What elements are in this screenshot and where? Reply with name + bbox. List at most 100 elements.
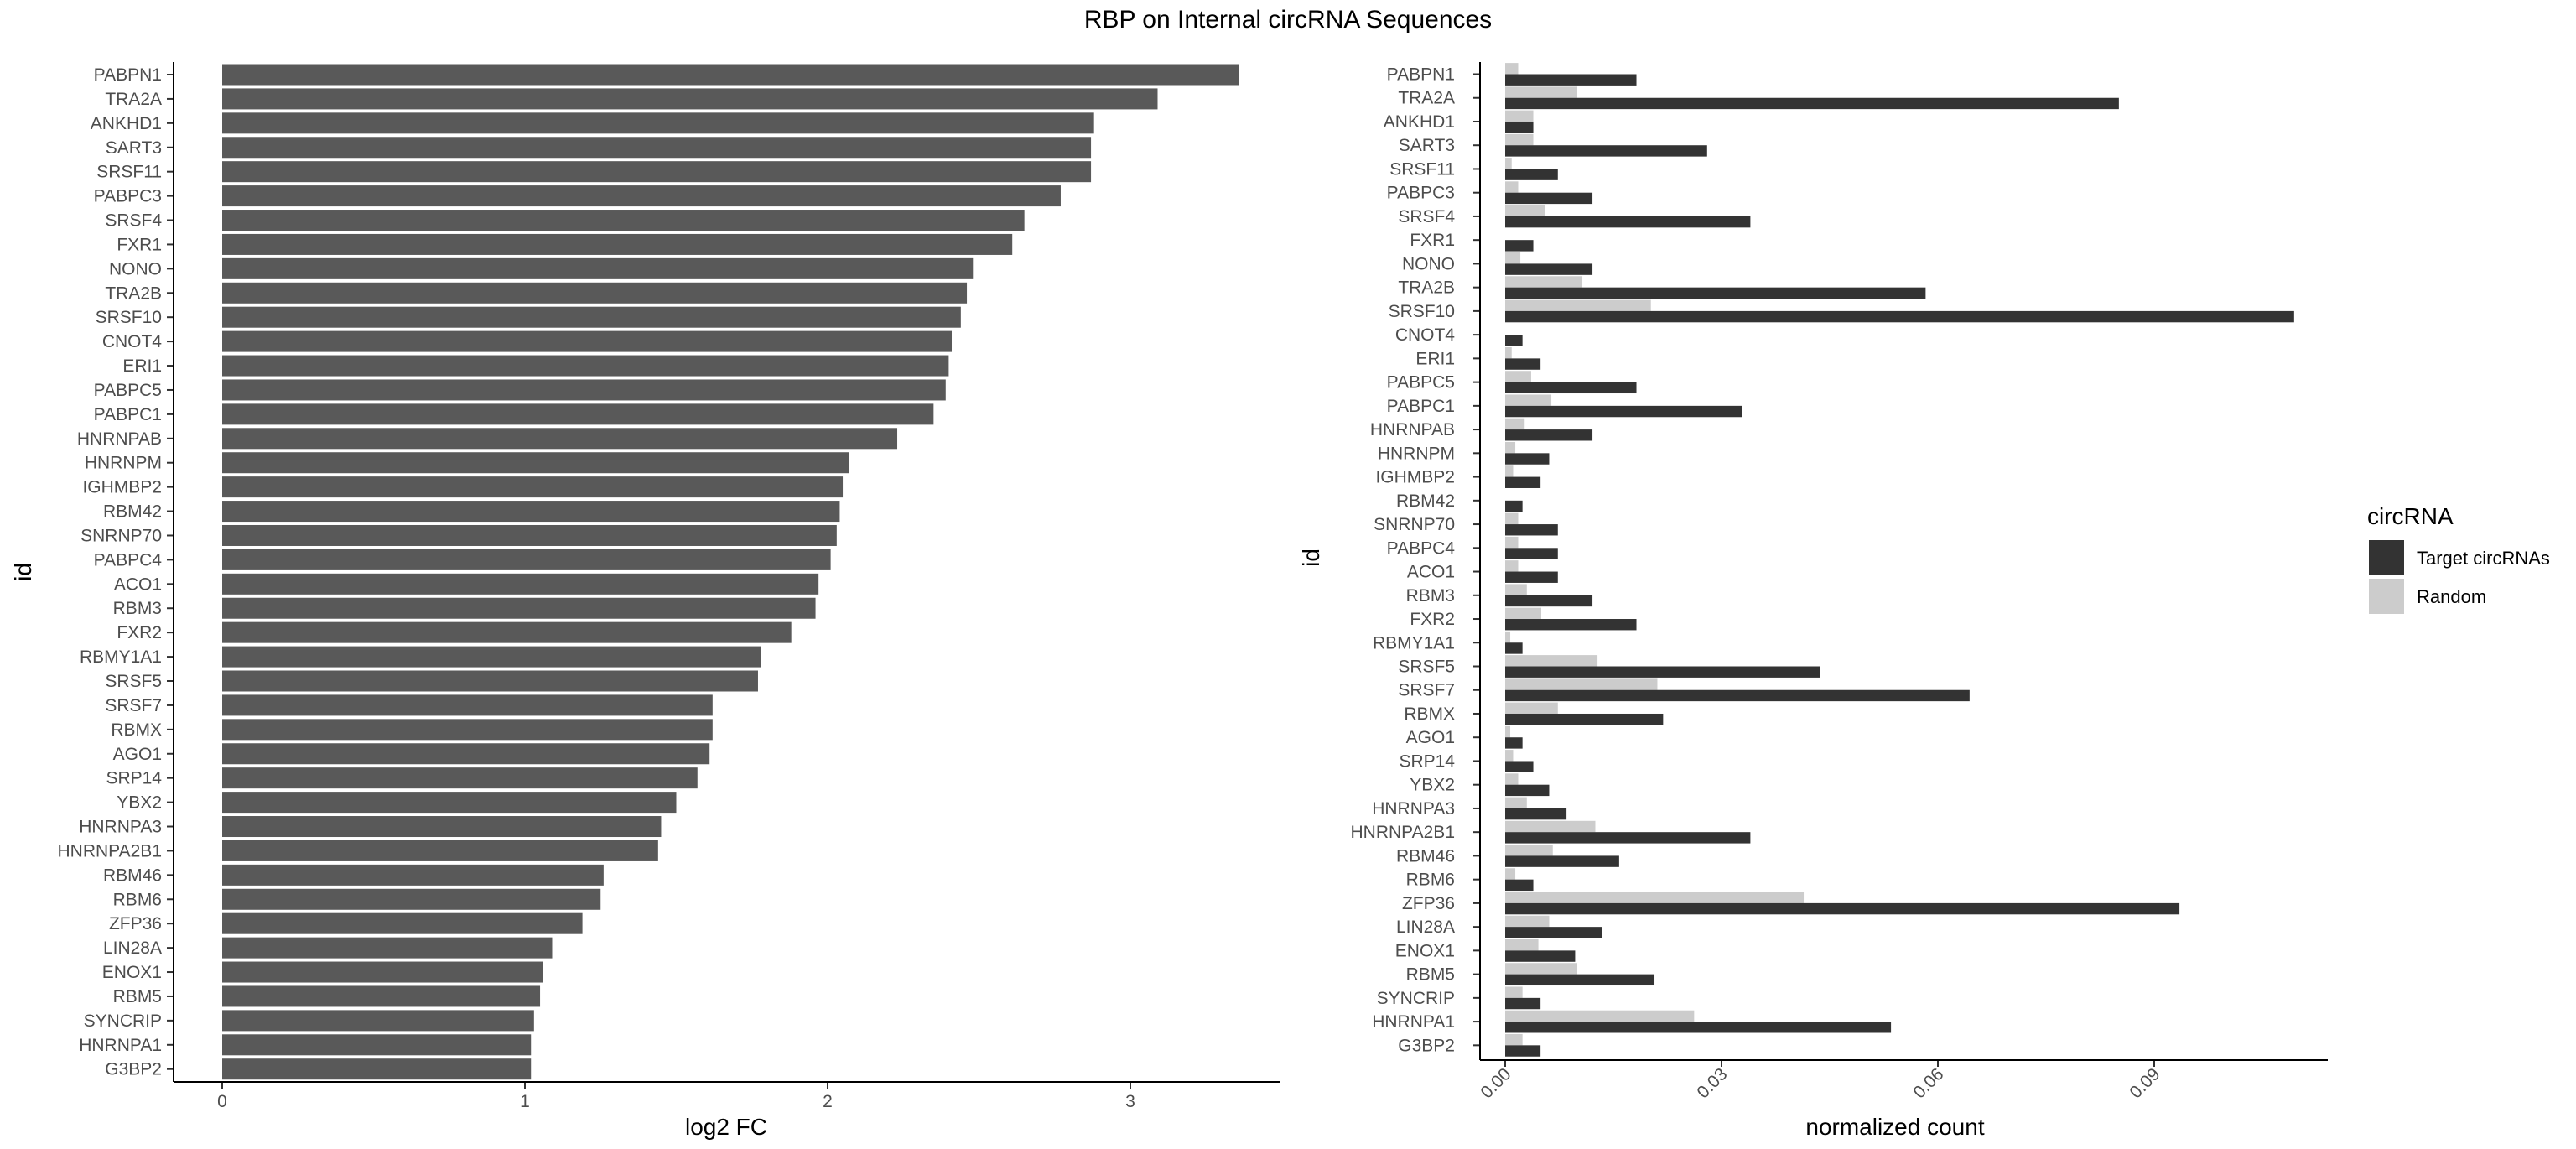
normalized-count-x-tick-label: 0.06 — [1909, 1064, 1947, 1102]
normalized-count-y-tick-label: SYNCRIP — [1377, 989, 1455, 1008]
logfc-y-tick-label: YBX2 — [117, 793, 162, 813]
bar-random-nono — [1505, 252, 1521, 264]
logfc-y-tick-label: AGO1 — [113, 745, 162, 764]
logfc-bar-cnot4 — [222, 330, 953, 352]
bar-target-circrnas-cnot4 — [1505, 335, 1523, 346]
normalized-count-y-tick-label: PABPC1 — [1387, 397, 1455, 416]
logfc-bar-hnrnpa2b1 — [222, 840, 658, 861]
logfc-bar-aco1 — [222, 573, 819, 595]
logfc-bar-tra2b — [222, 282, 968, 304]
bar-target-circrnas-ankhd1 — [1505, 121, 1534, 133]
logfc-y-tick-label: SRSF4 — [105, 211, 162, 231]
logfc-bars — [222, 64, 1239, 1080]
normalized-count-y-tick-label: RBM3 — [1406, 586, 1455, 606]
logfc-y-tick-label: TRA2B — [105, 283, 162, 303]
logfc-y-tick-label: SRP14 — [106, 769, 162, 788]
logfc-y-axis-title: id — [10, 563, 36, 581]
normalized-count-y-tick-label: NONO — [1402, 254, 1455, 273]
logfc-bar-pabpc5 — [222, 379, 946, 401]
bar-target-circrnas-srsf5 — [1505, 666, 1820, 678]
normalized-count-y-tick-label: HNRNPA2B1 — [1351, 823, 1455, 842]
logfc-bar-srsf4 — [222, 210, 1025, 231]
bar-random-g3bp2 — [1505, 1033, 1523, 1046]
logfc-x-tick-label: 3 — [1125, 1092, 1135, 1111]
bar-target-circrnas-tra2b — [1505, 287, 1926, 299]
bar-random-rbm3 — [1505, 584, 1527, 595]
logfc-y-tick-label: PABPN1 — [94, 65, 162, 85]
normalized-count-y-tick-label: SRSF5 — [1398, 658, 1455, 677]
bar-target-circrnas-snrnp70 — [1505, 524, 1558, 536]
normalized-count-y-tick-label: G3BP2 — [1398, 1036, 1455, 1055]
logfc-bar-srsf5 — [222, 670, 758, 692]
normalized-count-y-tick-label: IGHMBP2 — [1375, 468, 1455, 487]
bar-target-circrnas-lin28a — [1505, 927, 1602, 938]
bar-target-circrnas-nono — [1505, 263, 1593, 275]
logfc-y-tick-label: PABPC4 — [94, 550, 163, 569]
bar-random-rbmy1a1 — [1505, 631, 1511, 643]
bar-target-circrnas-ighmbp2 — [1505, 476, 1541, 488]
normalized-count-y-tick-label: ANKHD1 — [1384, 112, 1455, 132]
normalized-count-y-tick-labels: PABPN1 TRA2A ANKHD1 SART3 SRSF11 PABPC3 SRSF4 F… — [1351, 65, 1480, 1055]
logfc-bar-snrnp70 — [222, 524, 837, 546]
normalized-count-bar-chart: PABPN1 TRA2A ANKHD1 SART3 SRSF11 PABPC3 SRSF4 F… — [1298, 62, 2328, 1140]
normalized-count-y-tick-label: FXR1 — [1410, 231, 1455, 250]
logfc-bar-hnrnpa1 — [222, 1034, 532, 1056]
bar-target-circrnas-pabpc1 — [1505, 405, 1742, 418]
logfc-y-tick-label: PABPC5 — [94, 381, 162, 400]
logfc-bar-rbmx — [222, 719, 713, 741]
bar-target-circrnas-enox1 — [1505, 950, 1576, 962]
logfc-y-tick-label: ANKHD1 — [91, 114, 162, 133]
normalized-count-x-ticks: 0.00 0.03 0.06 0.09 — [1477, 1060, 2164, 1102]
logfc-y-tick-label: SYNCRIP — [84, 1011, 162, 1031]
logfc-y-tick-label: SRSF10 — [96, 308, 162, 327]
logfc-x-axis-title: log2 FC — [685, 1114, 767, 1140]
bar-random-ankhd1 — [1505, 110, 1534, 122]
bar-random-tra2a — [1505, 86, 1577, 98]
bar-random-hnrnpa3 — [1505, 797, 1527, 808]
logfc-y-tick-label: ENOX1 — [102, 963, 162, 982]
logfc-bar-eri1 — [222, 355, 949, 377]
bar-random-srp14 — [1505, 750, 1514, 762]
bar-random-ighmbp2 — [1505, 465, 1514, 477]
logfc-bar-pabpc1 — [222, 403, 934, 425]
logfc-y-tick-label: SRSF11 — [96, 163, 162, 182]
normalized-count-y-tick-label: HNRNPM — [1378, 444, 1455, 463]
bar-target-circrnas-eri1 — [1505, 358, 1541, 370]
logfc-y-tick-label: LIN28A — [103, 938, 162, 958]
logfc-x-tick-label: 1 — [520, 1092, 530, 1111]
bar-random-srsf11 — [1505, 158, 1512, 169]
bar-random-snrnp70 — [1505, 512, 1519, 525]
bar-target-circrnas-srsf4 — [1505, 216, 1751, 228]
logfc-bar-hnrnpm — [222, 452, 849, 474]
logfc-x-tick-label: 0 — [217, 1092, 227, 1111]
bar-random-lin28a — [1505, 915, 1550, 928]
bar-random-hnrnpa1 — [1505, 1010, 1695, 1022]
bar-random-srsf10 — [1505, 299, 1651, 311]
logfc-y-tick-label: PABPC1 — [94, 405, 162, 424]
legend-swatch-random — [2369, 579, 2404, 614]
logfc-y-tick-label: ERI1 — [122, 356, 162, 376]
normalized-count-x-tick-label: 0.03 — [1693, 1064, 1731, 1102]
normalized-count-x-tick-label: 0.09 — [2126, 1064, 2163, 1102]
logfc-y-tick-label: SRSF5 — [105, 672, 162, 691]
normalized-count-y-tick-label: RBM46 — [1396, 846, 1455, 866]
normalized-count-y-tick-label: ERI1 — [1415, 349, 1455, 368]
normalized-count-y-tick-label: HNRNPA1 — [1372, 1012, 1455, 1032]
normalized-count-y-tick-label: PABPC3 — [1387, 184, 1455, 203]
bar-random-ago1 — [1505, 725, 1511, 738]
logfc-y-tick-label: RBMY1A1 — [80, 647, 162, 667]
normalized-count-y-tick-label: SART3 — [1399, 136, 1455, 155]
logfc-y-tick-label: G3BP2 — [105, 1060, 162, 1079]
logfc-y-tick-label: TRA2A — [105, 90, 162, 109]
bar-target-circrnas-pabpc4 — [1505, 548, 1558, 559]
bar-random-hnrnpab — [1505, 418, 1525, 430]
bar-random-aco1 — [1505, 560, 1519, 572]
normalized-count-y-tick-label: SRP14 — [1399, 751, 1455, 771]
normalized-count-y-tick-label: TRA2B — [1398, 278, 1455, 298]
normalized-count-y-tick-label: HNRNPAB — [1370, 420, 1455, 439]
normalized-count-y-tick-label: PABPN1 — [1387, 65, 1455, 85]
bar-target-circrnas-rbm46 — [1505, 855, 1619, 867]
normalized-count-y-tick-label: RBMY1A1 — [1373, 633, 1455, 652]
normalized-count-y-tick-label: CNOT4 — [1395, 325, 1455, 345]
